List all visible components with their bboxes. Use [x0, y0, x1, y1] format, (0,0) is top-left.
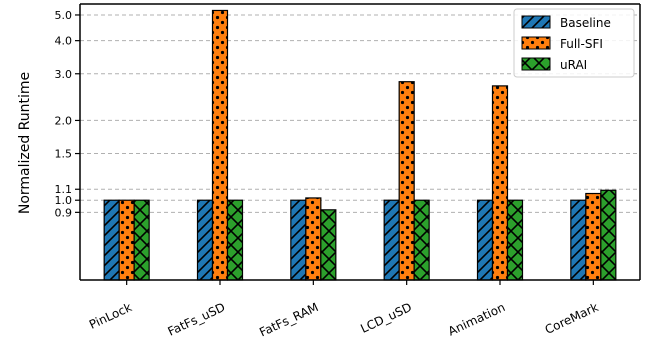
- legend-label: Baseline: [560, 16, 611, 30]
- legend-label: uRAI: [560, 58, 587, 72]
- x-tick-labels: PinLock FatFs_uSD FatFs_RAM LCD_uSD Animatio…: [87, 300, 601, 340]
- bar-full-sfi-fatfs-ram: [305, 197, 322, 281]
- axes: [75, 3, 641, 285]
- bar-baseline-coremark: [570, 199, 587, 281]
- gridlines: [80, 14, 640, 213]
- bar-full-sfi-fatfs-usd: [211, 9, 229, 281]
- bars: [103, 9, 617, 281]
- legend-swatch: [521, 15, 551, 29]
- bar-baseline-fatfs-usd: [196, 199, 214, 281]
- y-tick-label: 1.0: [55, 194, 73, 207]
- y-tick-label: 5.0: [55, 9, 73, 22]
- bar-urai-fatfs-usd: [226, 199, 244, 281]
- bar-baseline-animation: [476, 199, 494, 281]
- y-tick-label: 2.0: [55, 114, 73, 127]
- y-tick-label: 3.0: [55, 68, 73, 81]
- x-tick-label: Animation: [446, 300, 507, 339]
- legend-label: Full-SFI: [560, 37, 603, 51]
- y-tick-label: 0.9: [55, 206, 73, 219]
- bar-full-sfi-lcd-usd: [398, 81, 415, 281]
- y-tick-labels: 0.91.01.1 1.5 2.0 3.0 4.0 5.0: [55, 9, 73, 219]
- x-tick-label: PinLock: [87, 300, 134, 332]
- bar-urai-animation: [506, 199, 524, 281]
- bar-full-sfi-animation: [491, 85, 509, 281]
- y-tick-label: 1.5: [55, 148, 73, 161]
- legend-swatch: [521, 36, 551, 50]
- x-tick-label: FatFs_uSD: [166, 300, 228, 339]
- bar-baseline-lcd-usd: [383, 199, 400, 281]
- bar-full-sfi-pinlock: [118, 199, 135, 281]
- x-tick-label: CoreMark: [543, 300, 601, 337]
- y-tick-label: 1.1: [55, 183, 73, 196]
- bar-urai-lcd-usd: [413, 199, 430, 281]
- bar-urai-pinlock: [133, 199, 150, 281]
- x-tick-label: FatFs_RAM: [257, 300, 320, 339]
- bar-urai-fatfs-ram: [320, 209, 337, 281]
- bar-urai-coremark: [600, 189, 617, 281]
- legend-swatch: [521, 57, 551, 71]
- bar-baseline-pinlock: [103, 199, 120, 281]
- bar-baseline-fatfs-ram: [290, 199, 307, 281]
- bar-full-sfi-coremark: [585, 192, 602, 281]
- x-tick-label: LCD_uSD: [358, 300, 414, 336]
- y-axis-label: Normalized Runtime: [17, 72, 33, 214]
- legend: Baseline Full-SFI uRAI: [513, 8, 635, 78]
- y-tick-label: 4.0: [55, 35, 73, 48]
